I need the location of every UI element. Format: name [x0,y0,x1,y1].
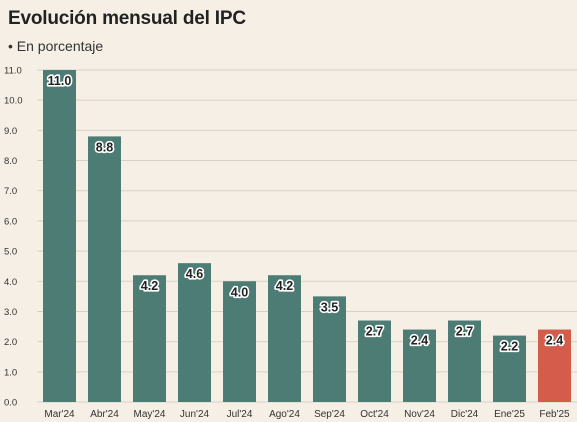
y-tick-label: 10.0 [4,96,23,107]
data-label: 2.7 [366,325,383,339]
bar [88,136,121,402]
data-label: 4.0 [231,285,248,299]
data-labels: 11.0 8.8 4.2 4.6 4.0 4.2 3.5 2.7 2.4 2.7 2.2 2.4 [46,72,565,355]
bar [178,263,211,402]
data-label: 11.0 [48,74,72,88]
grid-lines [37,69,577,403]
x-tick-label: Dic'24 [451,409,479,420]
bar [448,320,481,402]
y-tick-label: 0.0 [4,398,17,409]
y-tick-label: 6.0 [4,216,17,227]
x-tick-label: Mar'24 [44,409,75,420]
x-tick-label: May'24 [134,409,166,420]
x-tick-label: Oct'24 [360,409,389,420]
y-tick-label: 7.0 [4,186,17,197]
data-label: 2.7 [456,325,473,339]
bar [268,275,301,402]
data-label: 4.6 [186,267,203,281]
bar [403,329,436,402]
data-label: 2.2 [501,340,518,354]
y-tick-label: 11.0 [4,66,22,77]
chart-title: Evolución mensual del IPC [8,8,246,29]
data-label: 4.2 [141,279,158,293]
data-label: 2.4 [546,334,563,348]
bar [358,320,391,402]
data-label: 3.5 [321,300,338,314]
y-axis-ticks: 0.0 1.0 2.0 3.0 4.0 5.0 6.0 7.0 8.0 9.0 10.0 11.0 [4,66,23,409]
x-axis-ticks: Mar'24 Abr'24 May'24 Jun'24 Jul'24 Ago'24 Sep'… [44,409,570,420]
bar [43,70,76,402]
y-tick-label: 9.0 [4,126,17,137]
x-tick-label: Nov'24 [404,409,435,420]
y-tick-label: 8.0 [4,156,17,167]
x-tick-label: Jul'24 [227,409,253,420]
x-tick-label: Feb'25 [539,409,570,420]
bar [133,275,166,402]
x-tick-label: Sep'24 [314,409,345,420]
bar [313,296,346,402]
y-tick-label: 4.0 [4,277,17,288]
x-tick-label: Jun'24 [180,409,210,420]
data-label: 8.8 [96,140,113,154]
data-label: 4.2 [276,279,293,293]
bar [493,335,526,402]
bar [538,329,571,402]
bar [223,281,256,402]
y-tick-label: 5.0 [4,247,17,258]
y-tick-label: 2.0 [4,337,17,348]
y-tick-label: 1.0 [4,367,17,378]
data-label: 2.4 [411,334,428,348]
x-tick-label: Ago'24 [269,409,300,420]
x-tick-label: Ene'25 [494,409,525,420]
bars [43,70,571,402]
chart-subtitle: • En porcentaje [8,38,104,54]
x-tick-label: Abr'24 [90,409,119,420]
y-tick-label: 3.0 [4,307,17,318]
